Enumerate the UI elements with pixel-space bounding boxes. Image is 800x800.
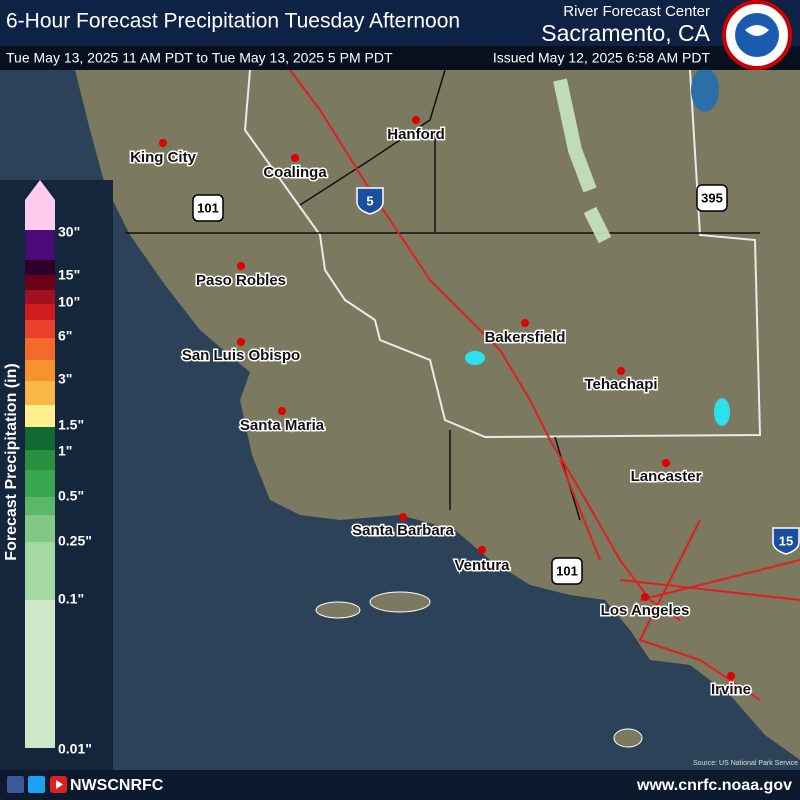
legend-band [25, 470, 55, 497]
legend-title: Forecast Precipitation (in) [3, 363, 20, 560]
lake [714, 398, 730, 426]
highway-label: 101 [556, 563, 578, 578]
places: King City Coalinga Hanford Paso Robles San L… [129, 116, 800, 699]
title: 6-Hour Forecast Precipitation Tuesday Af… [6, 10, 460, 33]
legend-label: 6" [58, 328, 72, 344]
city-label: King City [130, 149, 196, 166]
legend-panel [0, 180, 113, 770]
us-shield [551, 557, 583, 585]
city-dot [291, 154, 299, 162]
legend-label: 1.5" [58, 417, 84, 433]
boundaries [125, 69, 760, 521]
legend-label: 0.25" [58, 533, 92, 549]
precip-area [553, 78, 612, 244]
city-label: Santa Maria [240, 417, 325, 434]
legend-label: 10" [58, 294, 80, 310]
island [315, 601, 361, 619]
legend-band [25, 515, 55, 542]
city-dot [159, 139, 167, 147]
city-dot [641, 593, 649, 601]
legend-band [25, 320, 55, 338]
legend-label: 3" [58, 371, 72, 387]
legend-band [25, 260, 55, 275]
highway-label: 395 [701, 190, 723, 205]
legend-band [25, 338, 55, 360]
city-dot [412, 116, 420, 124]
legend-band [25, 275, 55, 290]
youtube-play [56, 780, 63, 789]
legend-label: 0.1" [58, 591, 84, 607]
legend-band [25, 405, 55, 427]
nws-logo [722, 0, 792, 70]
county-lines [243, 69, 762, 439]
social-handle[interactable]: NWSCNRFC [70, 777, 164, 794]
legend-label: 30" [58, 224, 80, 240]
city-dot [521, 319, 529, 327]
legend-band [25, 600, 55, 748]
highways-lines [289, 69, 800, 701]
island [369, 591, 431, 613]
city-dot [662, 459, 670, 467]
legend-label: 0.5" [58, 488, 84, 504]
city-label: Hanford [387, 126, 445, 143]
highway-label: 5 [366, 193, 373, 208]
city-label: Lancaster [631, 468, 702, 485]
legend-band [25, 450, 55, 470]
highway-label: 101 [197, 200, 219, 215]
city-label: Irvine [711, 681, 751, 698]
city-label: Bakersfield [485, 329, 566, 346]
legend-band [25, 497, 55, 515]
city-label: Los Angeles [601, 602, 690, 619]
city-label: Tehachapi [584, 376, 657, 393]
legend-label: 0.01" [58, 741, 92, 757]
legend-arrow [25, 180, 55, 230]
legend-label: 15" [58, 267, 80, 283]
lake [465, 351, 485, 365]
facebook-icon[interactable] [7, 776, 24, 793]
legend-band [25, 360, 55, 381]
interstate-shield [356, 187, 384, 215]
legend-band [25, 427, 55, 450]
land [75, 70, 800, 760]
city-label: San Luis Obispo [182, 347, 300, 364]
valid-time: Tue May 13, 2025 11 AM PDT to Tue May 13… [6, 50, 393, 66]
island [613, 728, 643, 748]
legend-band [25, 542, 55, 600]
city-dot [237, 338, 245, 346]
city-label: Ventura [454, 557, 510, 574]
city-dot [478, 546, 486, 554]
issued-time: Issued May 12, 2025 6:58 AM PDT [493, 50, 711, 66]
legend: 30" 15" 10" 6" 3" 1.5" 1" 0.5" 0.25" 0.1" 0.01" [25, 180, 92, 757]
twitter-icon[interactable] [28, 776, 45, 793]
subheader-bar [0, 46, 800, 70]
source: Source: US National Park Service [693, 760, 798, 767]
city-dot [617, 367, 625, 375]
legend-band [25, 304, 55, 320]
us-shield [192, 194, 224, 222]
lake [691, 68, 719, 112]
agency: River Forecast Center [563, 3, 710, 20]
legend-band [25, 290, 55, 304]
legend-band [25, 381, 55, 405]
website[interactable]: www.cnrfc.noaa.gov [636, 777, 792, 794]
office: Sacramento, CA [541, 20, 710, 46]
interstate-shield [772, 527, 800, 555]
us-shield [696, 184, 728, 212]
city-label: Santa Barbara [352, 522, 454, 539]
city-dot [237, 262, 245, 270]
city-dot [727, 672, 735, 680]
footer-bar [0, 770, 800, 800]
city-label: Coalinga [263, 164, 327, 181]
legend-band [25, 230, 55, 260]
legend-label: 1" [58, 443, 72, 459]
city-label: Paso Robles [196, 272, 286, 289]
city-dot [278, 407, 286, 415]
header-bar [0, 0, 800, 46]
city-dot [399, 513, 407, 521]
highway-label: 15 [779, 533, 793, 548]
